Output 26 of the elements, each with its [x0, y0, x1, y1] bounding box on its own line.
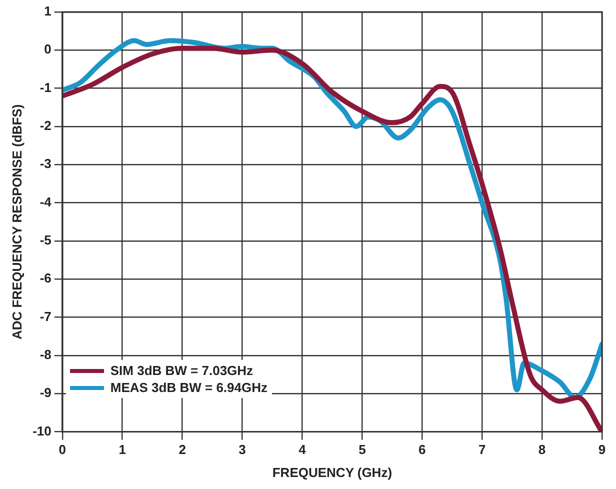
x-tick-label: 4	[298, 442, 307, 458]
y-axis-title: ADC FREQUENCY RESPONSE (dBFS)	[9, 104, 24, 340]
y-tick-label: -4	[40, 194, 52, 210]
y-tick-label: -7	[40, 308, 52, 324]
x-tick-label: 3	[238, 442, 246, 458]
y-tick-label: 0	[44, 42, 52, 57]
x-axis-title: FREQUENCY (GHz)	[272, 464, 392, 480]
x-tick-label: 2	[178, 442, 186, 458]
y-tick-label: -3	[40, 156, 52, 172]
y-tick-label: -6	[40, 270, 52, 286]
legend-label: MEAS 3dB BW = 6.94GHz	[109, 379, 268, 396]
x-tick-label: 7	[478, 442, 486, 458]
x-tick-label: 6	[418, 442, 426, 458]
y-tick-label: -1	[40, 80, 52, 95]
x-tick-label: 9	[598, 442, 606, 458]
legend-label: SIM 3dB BW = 7.03GHz	[109, 362, 254, 380]
x-tick-label: 8	[538, 442, 546, 458]
y-tick-label: -8	[40, 347, 52, 362]
y-tick-label: 1	[44, 4, 52, 19]
y-tick-label: -10	[32, 423, 52, 438]
x-tick-label: 0	[58, 442, 66, 458]
y-tick-label: -2	[40, 118, 52, 134]
y-tick-label: -5	[40, 232, 52, 248]
x-tick-label: 5	[358, 442, 366, 458]
y-tick-label: -9	[40, 385, 52, 400]
x-tick-label: 1	[118, 442, 126, 458]
